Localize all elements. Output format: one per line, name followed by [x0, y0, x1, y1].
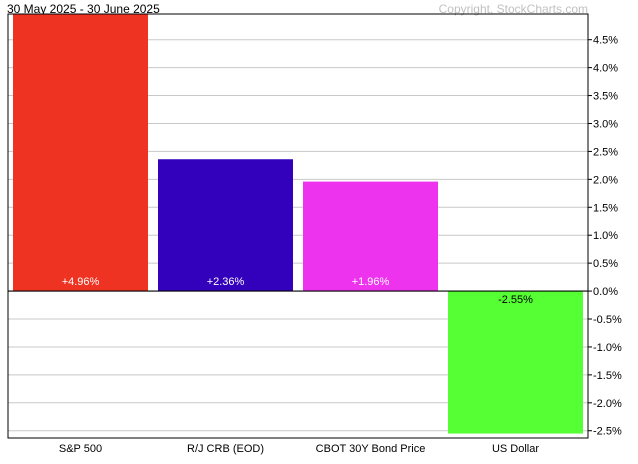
y-tick-label: -1.5%: [593, 370, 622, 382]
x-category-label: CBOT 30Y Bond Price: [316, 443, 426, 455]
y-tick-label: -0.5%: [593, 314, 622, 326]
bar: [13, 14, 148, 292]
plot-frame: [7, 13, 589, 439]
y-tick-label: -1.0%: [593, 342, 622, 354]
y-tick-label: 2.0%: [593, 174, 618, 186]
y-tick-label: -2.0%: [593, 398, 622, 410]
x-category-label: US Dollar: [492, 443, 539, 455]
y-tick-label: -2.5%: [593, 426, 622, 438]
bar-data-label: +4.96%: [62, 276, 100, 288]
x-category-label: S&P 500: [59, 443, 102, 455]
y-tick-label: 0.5%: [593, 258, 618, 270]
x-category-label: R/J CRB (EOD): [187, 443, 264, 455]
y-tick-label: 1.0%: [593, 230, 618, 242]
y-tick-label: 1.5%: [593, 202, 618, 214]
date-range-label: 30 May 2025 - 30 June 2025: [7, 2, 160, 16]
y-tick-label: 0.0%: [593, 286, 618, 298]
y-tick-label: 3.5%: [593, 91, 618, 103]
bar-data-label: -2.55%: [498, 294, 533, 306]
y-tick-label: 4.5%: [593, 35, 618, 47]
y-tick-label: 3.0%: [593, 118, 618, 130]
y-tick-label: 4.0%: [593, 63, 618, 75]
bar-data-label: +1.96%: [352, 276, 390, 288]
copyright-label: Copyright, StockCharts.com: [438, 2, 588, 16]
bar: [303, 181, 438, 292]
y-tick-label: 2.5%: [593, 146, 618, 158]
bar: [158, 159, 293, 292]
bar: [448, 291, 583, 434]
bar-data-label: +2.36%: [207, 276, 245, 288]
